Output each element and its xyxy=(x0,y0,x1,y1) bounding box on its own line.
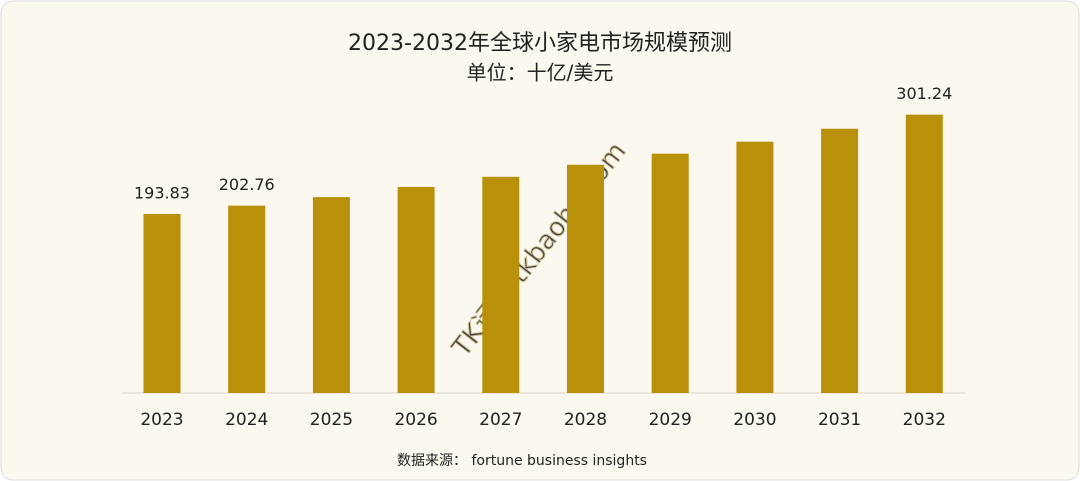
x-tick-label: 2031 xyxy=(818,410,861,430)
bar xyxy=(228,205,266,393)
x-tick-label: 2027 xyxy=(479,410,522,430)
x-tick-label: 2026 xyxy=(394,410,437,430)
x-tick-label: 2023 xyxy=(140,410,183,430)
value-label: 193.83 xyxy=(134,183,190,202)
x-tick-label: 2024 xyxy=(225,410,268,430)
x-tick-label: 2029 xyxy=(649,410,692,430)
value-label: 301.24 xyxy=(896,84,952,103)
x-tick-label: 2032 xyxy=(903,410,946,430)
chart-subtitle: 单位：十亿/美元 xyxy=(467,61,614,85)
chart-title: 2023-2032年全球小家电市场规模预测 xyxy=(348,31,732,56)
bar xyxy=(397,186,435,393)
x-tick-label: 2030 xyxy=(733,410,776,430)
bar xyxy=(143,213,181,393)
bar xyxy=(312,197,350,393)
bar xyxy=(567,164,604,393)
value-label: 202.76 xyxy=(219,175,275,194)
source-note: 数据来源： fortune business insights xyxy=(397,453,647,469)
bar xyxy=(905,114,943,394)
bar xyxy=(736,141,774,393)
x-tick-label: 2025 xyxy=(310,410,353,430)
bar xyxy=(821,128,859,393)
bar xyxy=(482,176,520,393)
bar xyxy=(651,153,689,393)
x-tick-label: 2028 xyxy=(564,410,607,430)
